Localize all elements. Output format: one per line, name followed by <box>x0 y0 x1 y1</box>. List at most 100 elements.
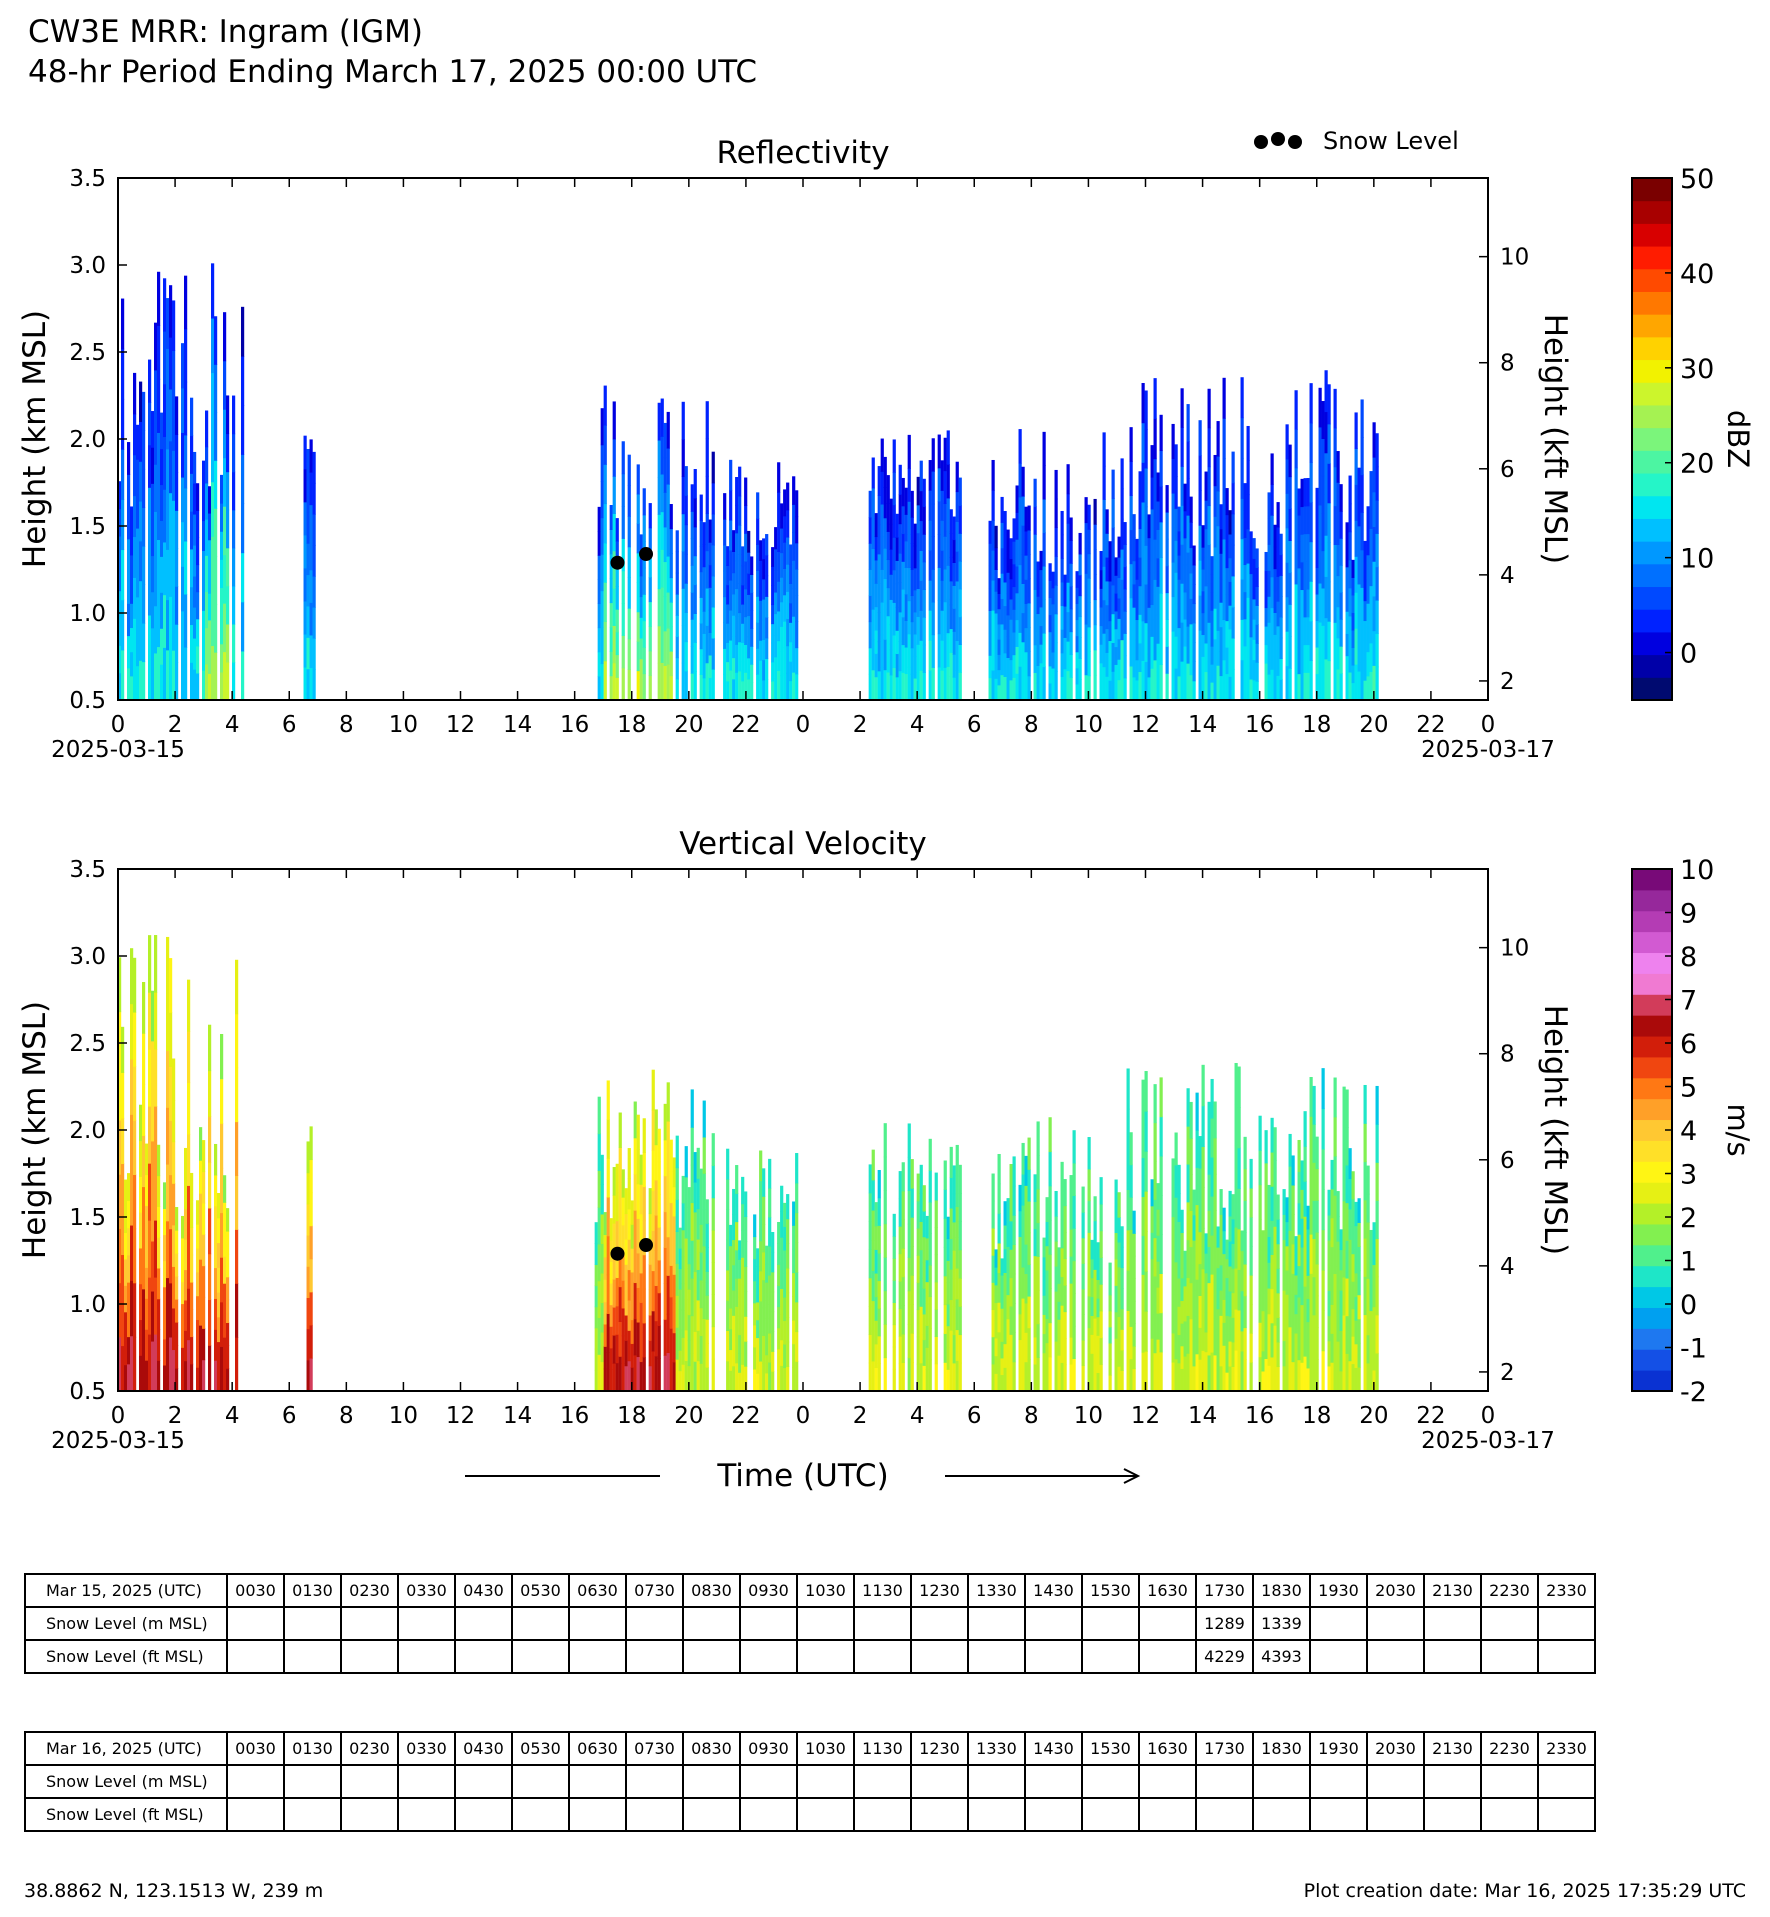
echo-cell <box>1048 1151 1052 1187</box>
echo-cell <box>1201 525 1205 548</box>
table-ft-cell <box>568 1797 627 1832</box>
x-tick-label: 0 <box>1481 1403 1496 1429</box>
echo-cell <box>756 544 760 571</box>
echo-cell <box>1135 538 1139 560</box>
echo-cell <box>789 641 793 662</box>
echo-cell <box>1165 565 1169 594</box>
echo-cell <box>1189 547 1193 574</box>
echo-cell <box>1024 530 1028 556</box>
echo-cell <box>1195 1279 1199 1318</box>
echo-cell <box>133 1066 137 1121</box>
echo-cell <box>1366 1250 1370 1279</box>
table-ft-cell <box>1423 1639 1482 1674</box>
table-time-cell: 2330 <box>1537 1573 1596 1608</box>
echo-cell <box>1159 521 1163 558</box>
x-tick-label: 12 <box>1131 1403 1160 1429</box>
echo-cell <box>130 603 134 629</box>
echo-cell <box>1075 571 1079 588</box>
colorbar-tick-label: 3 <box>1680 1160 1697 1191</box>
echo-cell <box>597 1354 601 1391</box>
echo-cell <box>1192 1265 1196 1291</box>
table-m-cell <box>967 1764 1026 1799</box>
echo-cell <box>1099 1177 1103 1205</box>
echo-cell <box>874 1225 878 1250</box>
echo-cell <box>1012 1361 1016 1391</box>
echo-cell <box>1288 1133 1292 1167</box>
echo-cell <box>1285 631 1289 667</box>
echo-cell <box>1033 1201 1037 1230</box>
echo-cell <box>121 1345 125 1391</box>
echo-cell <box>1300 478 1304 508</box>
echo-cell <box>127 1363 131 1391</box>
echo-cell <box>190 1200 194 1229</box>
echo-cell <box>636 552 640 583</box>
echo-cell <box>711 482 715 515</box>
echo-cell <box>1213 638 1217 670</box>
echo-cell <box>762 639 766 661</box>
echo-cell <box>874 653 878 678</box>
echo-cell <box>1303 1356 1307 1391</box>
echo-cell <box>1207 583 1211 623</box>
echo-cell <box>1375 1314 1379 1354</box>
echo-cell <box>1012 541 1016 565</box>
echo-cell <box>1171 527 1175 563</box>
echo-cell <box>615 563 619 587</box>
echo-cell <box>1273 678 1277 700</box>
echo-cell <box>1195 1129 1199 1168</box>
echo-cell <box>1339 1269 1343 1291</box>
echo-cell <box>1309 1233 1313 1274</box>
echo-cell <box>1342 1238 1346 1278</box>
echo-cell <box>1156 1209 1160 1236</box>
echo-cell <box>1249 573 1253 596</box>
echo-cell <box>1174 1358 1178 1391</box>
echo-cell <box>723 544 727 572</box>
echo-cell <box>1273 590 1277 613</box>
echo-cell <box>241 650 245 700</box>
colorbar-tick-label: 20 <box>1680 449 1714 480</box>
echo-cell <box>898 611 902 642</box>
echo-cell <box>666 519 670 557</box>
echo-cell <box>1039 644 1043 664</box>
echo-cell <box>1150 668 1154 700</box>
echo-cell <box>1306 478 1310 507</box>
echo-cell <box>136 424 140 460</box>
table-m-cell <box>853 1606 912 1641</box>
echo-cell <box>1210 1273 1214 1314</box>
echo-cell <box>1318 426 1322 467</box>
echo-cell <box>1024 579 1028 604</box>
table-m-cell <box>397 1606 456 1641</box>
echo-cell <box>1327 423 1331 464</box>
echo-cell <box>1006 550 1010 573</box>
echo-cell <box>211 372 215 428</box>
echo-cell <box>991 1309 995 1338</box>
echo-cell <box>648 1264 652 1291</box>
echo-cell <box>744 477 748 506</box>
echo-cell <box>1087 1168 1091 1202</box>
echo-cell <box>1291 1155 1295 1186</box>
echo-cell <box>1114 557 1118 576</box>
echo-cell <box>988 677 992 700</box>
echo-cell <box>636 1114 640 1150</box>
echo-cell <box>1087 1264 1091 1297</box>
echo-cell <box>1285 493 1289 529</box>
echo-cell <box>657 588 661 627</box>
echo-cell <box>636 493 640 524</box>
echo-cell <box>615 518 619 542</box>
echo-cell <box>1033 1282 1037 1311</box>
echo-cell <box>880 471 884 505</box>
echo-cell <box>669 1359 673 1391</box>
echo-cell <box>1237 1107 1241 1149</box>
echo-cell <box>1258 1356 1262 1391</box>
echo-cell <box>642 1288 646 1324</box>
echo-cell <box>1324 576 1328 619</box>
echo-cell <box>621 505 625 539</box>
echo-cell <box>630 1271 634 1297</box>
echo-cell <box>1078 532 1082 555</box>
echo-cell <box>175 472 179 511</box>
echo-cell <box>792 1248 796 1274</box>
echo-cell <box>1288 1326 1292 1360</box>
echo-cell <box>1255 662 1259 682</box>
echo-cell <box>223 603 227 653</box>
table-m-cell <box>283 1606 342 1641</box>
echo-cell <box>1060 676 1064 700</box>
